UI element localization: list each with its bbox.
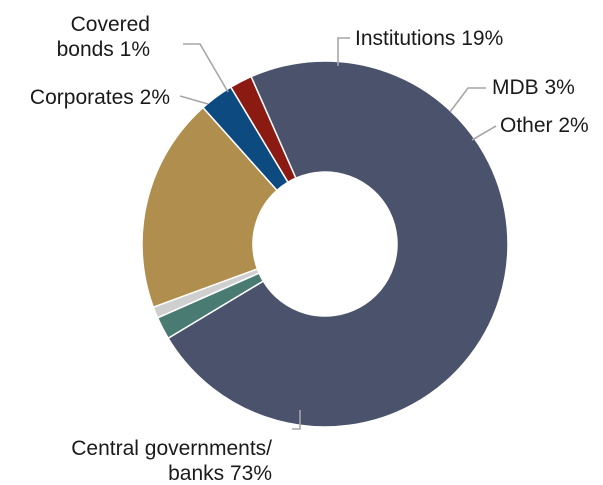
slice-central-governments-banks — [167, 60, 509, 428]
data-label-line: bonds 1% — [57, 38, 150, 61]
data-label-line: Central governments/ — [71, 437, 272, 460]
slices-layer — [141, 60, 509, 428]
data-label-line: Covered — [71, 13, 150, 36]
leader-line-institutions — [337, 37, 350, 66]
data-label-line: MDB 3% — [492, 76, 575, 99]
leader-line-covered-bonds — [183, 43, 229, 93]
data-label-covered-bonds: Covered bonds 1% — [57, 13, 150, 61]
data-label-line: banks 73% — [168, 462, 272, 485]
data-label-central-governments-banks: Central governments/banks 73% — [71, 437, 272, 485]
data-label-line: Other 2% — [500, 114, 589, 137]
leader-line-other — [471, 125, 497, 141]
labels-layer: Other 2% Central governments/banks 73% Cor… — [30, 13, 589, 485]
slice-institutions — [141, 106, 279, 309]
data-label-mdb: MDB 3% — [492, 76, 575, 99]
data-label-institutions: Institutions 19% — [355, 27, 503, 50]
leader-line-mdb — [449, 87, 486, 113]
data-label-other: Other 2% — [500, 114, 589, 137]
data-label-corporates: Corporates 2% — [30, 86, 170, 109]
leader-lines-layer — [179, 37, 497, 430]
data-label-line: Institutions 19% — [355, 27, 503, 50]
data-label-line: Corporates 2% — [30, 86, 170, 109]
leader-line-corporates — [179, 95, 209, 105]
slice-mdb — [201, 86, 289, 192]
leader-line-central-governments-banks — [292, 410, 301, 430]
